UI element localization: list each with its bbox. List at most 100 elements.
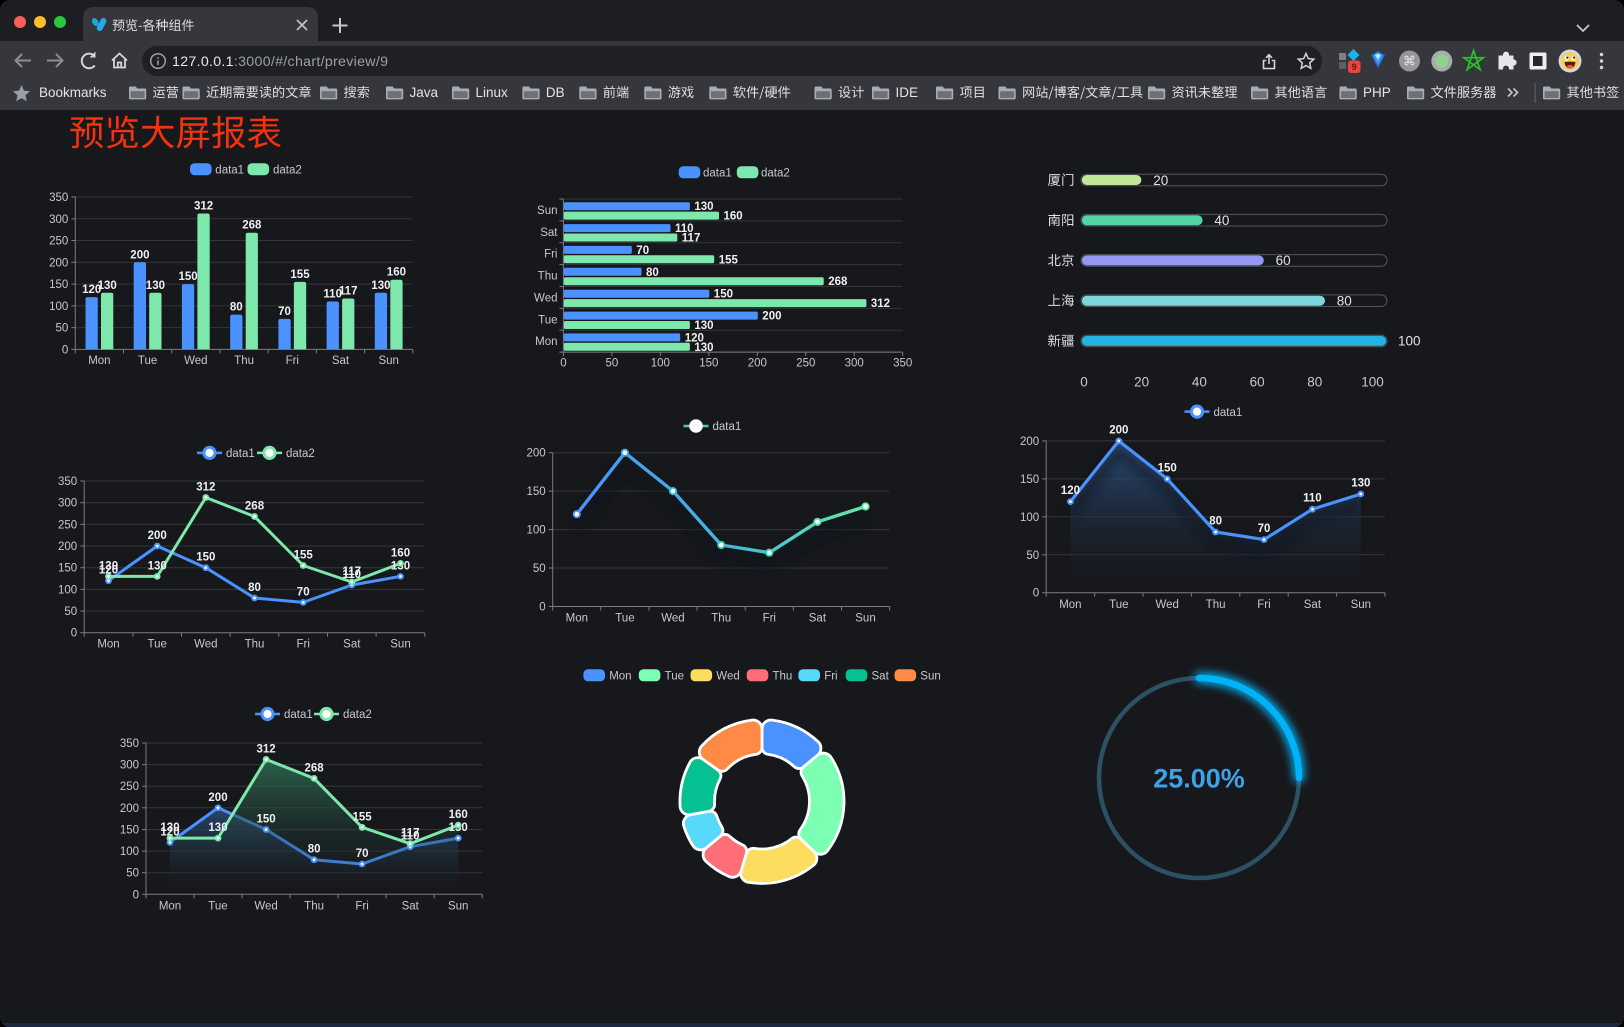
svg-text:data1: data1 <box>1214 407 1243 419</box>
svg-text:Wed: Wed <box>254 901 277 913</box>
svg-text:130: 130 <box>694 320 713 332</box>
svg-text:Sat: Sat <box>343 639 361 651</box>
svg-text:Thu: Thu <box>773 671 793 683</box>
svg-text:60: 60 <box>1250 375 1265 390</box>
svg-text:Sat: Sat <box>402 901 420 913</box>
svg-text:Sun: Sun <box>1351 599 1371 611</box>
svg-text:100: 100 <box>58 584 77 596</box>
svg-text:Wed: Wed <box>184 355 207 367</box>
svg-text:150: 150 <box>699 358 718 370</box>
svg-text:Thu: Thu <box>245 639 265 651</box>
svg-text:data2: data2 <box>761 168 790 180</box>
svg-text:Tue: Tue <box>208 901 227 913</box>
svg-text:130: 130 <box>208 822 227 834</box>
svg-text:50: 50 <box>533 563 546 575</box>
svg-text:130: 130 <box>160 822 179 834</box>
svg-text:Sun: Sun <box>448 901 468 913</box>
svg-text:110: 110 <box>1303 493 1322 505</box>
svg-text:Tue: Tue <box>1109 599 1128 611</box>
svg-text:200: 200 <box>1020 436 1039 448</box>
svg-text:Mon: Mon <box>1059 599 1081 611</box>
svg-text:117: 117 <box>343 566 362 578</box>
svg-text:Fri: Fri <box>286 355 299 367</box>
svg-text:100: 100 <box>651 358 670 370</box>
svg-text:25.00%: 25.00% <box>1153 764 1245 794</box>
svg-text:100: 100 <box>527 525 546 537</box>
svg-text:70: 70 <box>636 245 649 257</box>
svg-text:0: 0 <box>539 602 545 614</box>
svg-text:350: 350 <box>58 476 77 488</box>
svg-text:80: 80 <box>646 267 659 279</box>
svg-text:0: 0 <box>71 628 77 640</box>
svg-text:200: 200 <box>1109 424 1128 436</box>
svg-text:Fri: Fri <box>1257 599 1270 611</box>
svg-text:155: 155 <box>294 550 314 562</box>
svg-text:Java: Java <box>410 85 439 100</box>
svg-text:Wed: Wed <box>1155 599 1178 611</box>
svg-text:80: 80 <box>248 582 261 594</box>
svg-text:155: 155 <box>290 269 310 281</box>
svg-text:Sun: Sun <box>920 671 940 683</box>
svg-text:data1: data1 <box>215 165 244 177</box>
svg-text:200: 200 <box>148 530 167 542</box>
svg-text:Mon: Mon <box>535 336 557 348</box>
svg-text:150: 150 <box>49 279 68 291</box>
svg-text:120: 120 <box>99 565 118 577</box>
svg-text:312: 312 <box>257 743 276 755</box>
svg-text:Thu: Thu <box>538 271 558 283</box>
svg-text:50: 50 <box>1026 550 1039 562</box>
svg-text:Mon: Mon <box>88 355 110 367</box>
svg-text:250: 250 <box>49 236 68 248</box>
svg-text:130: 130 <box>98 280 117 292</box>
svg-text:350: 350 <box>120 738 139 750</box>
svg-text:130: 130 <box>146 280 165 292</box>
svg-text:50: 50 <box>64 606 77 618</box>
svg-text:100: 100 <box>120 846 139 858</box>
svg-text:data2: data2 <box>273 165 302 177</box>
svg-text:50: 50 <box>56 323 69 335</box>
svg-text:80: 80 <box>308 844 321 856</box>
svg-text:Tue: Tue <box>665 671 684 683</box>
svg-text:312: 312 <box>194 201 213 213</box>
svg-text:data2: data2 <box>286 448 315 460</box>
svg-text:Sat: Sat <box>332 355 350 367</box>
svg-text:312: 312 <box>871 298 890 310</box>
svg-text:150: 150 <box>257 814 276 826</box>
svg-text:Mon: Mon <box>566 613 588 625</box>
svg-text:155: 155 <box>719 254 739 266</box>
svg-text:80: 80 <box>230 302 243 314</box>
svg-text:20: 20 <box>1134 375 1149 390</box>
svg-text:200: 200 <box>49 257 68 269</box>
svg-text:120: 120 <box>685 332 704 344</box>
svg-text:70: 70 <box>278 306 291 318</box>
svg-text:268: 268 <box>242 220 262 232</box>
svg-text:0: 0 <box>133 889 139 901</box>
svg-text:300: 300 <box>120 760 139 772</box>
svg-text:150: 150 <box>1020 474 1039 486</box>
svg-text:200: 200 <box>130 249 149 261</box>
svg-text:100: 100 <box>49 301 68 313</box>
svg-text:200: 200 <box>120 803 139 815</box>
svg-text:data1: data1 <box>284 709 313 721</box>
svg-text:100: 100 <box>1020 512 1039 524</box>
svg-text:50: 50 <box>606 358 619 370</box>
svg-text:data1: data1 <box>703 168 732 180</box>
svg-text:DB: DB <box>546 85 565 100</box>
svg-text:Thu: Thu <box>304 901 324 913</box>
svg-text:40: 40 <box>1214 213 1229 228</box>
svg-text:117: 117 <box>339 286 358 298</box>
svg-text:Thu: Thu <box>234 355 254 367</box>
svg-text:Sat: Sat <box>809 613 827 625</box>
svg-text:130: 130 <box>694 201 713 213</box>
svg-text:Fri: Fri <box>544 249 557 261</box>
svg-text:250: 250 <box>58 519 77 531</box>
svg-text:Mon: Mon <box>159 901 181 913</box>
svg-text:40: 40 <box>1192 375 1207 390</box>
svg-text:Thu: Thu <box>1206 599 1226 611</box>
svg-text:Thu: Thu <box>711 613 731 625</box>
svg-text:70: 70 <box>356 848 369 860</box>
svg-text:Tue: Tue <box>615 613 634 625</box>
svg-text:80: 80 <box>1209 516 1222 528</box>
svg-text:268: 268 <box>828 276 848 288</box>
svg-text:Tue: Tue <box>538 314 557 326</box>
